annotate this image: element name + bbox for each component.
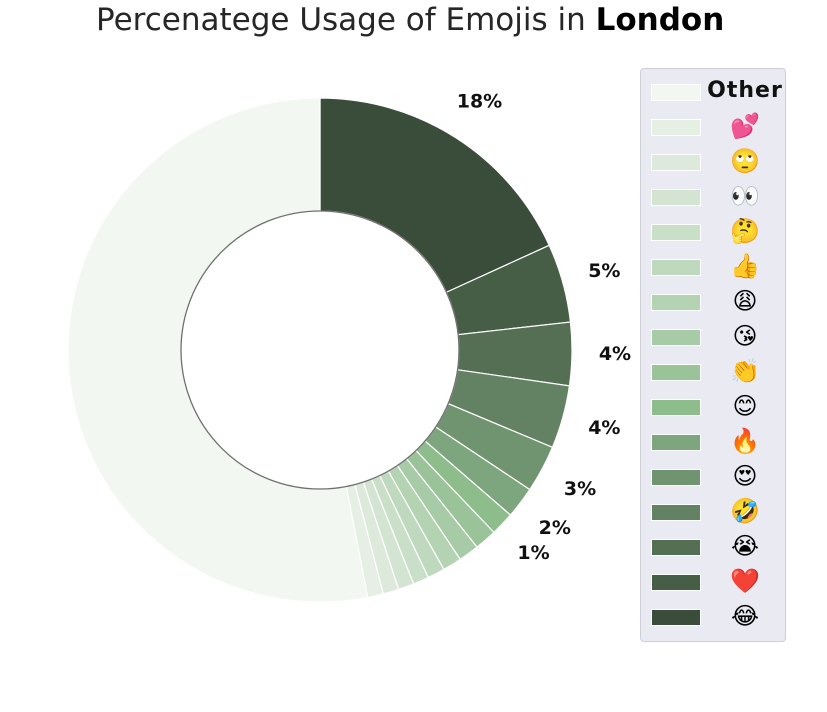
chart-title-city: London — [595, 2, 725, 38]
legend-label: 😘 — [732, 322, 758, 350]
legend-label: 😍 — [732, 462, 758, 490]
legend-swatch — [651, 609, 701, 626]
slice-pct-label-4: 3% — [564, 478, 596, 500]
chart-legend: Other 💕 🙄 👀 🤔 👍 😩 😘 👏 😊 🔥 😍 🤣 😭 ❤️ 😂 — [640, 68, 786, 642]
legend-label: 🙄 — [730, 147, 760, 175]
legend-swatch — [651, 294, 701, 311]
legend-item: 😘 — [641, 319, 785, 353]
legend-item: 😭 — [641, 529, 785, 563]
donut-hole — [180, 210, 460, 490]
legend-swatch — [651, 364, 701, 381]
legend-swatch — [651, 434, 701, 451]
legend-item: 😍 — [641, 459, 785, 493]
legend-swatch — [651, 84, 701, 101]
legend-label: 😊 — [732, 392, 758, 420]
slice-pct-label-1: 5% — [588, 260, 620, 282]
legend-swatch — [651, 189, 701, 206]
legend-item: 🤣 — [641, 494, 785, 528]
legend-label: 😩 — [732, 287, 758, 315]
legend-swatch — [651, 259, 701, 276]
legend-item: ❤️ — [641, 564, 785, 598]
slice-pct-label-2: 4% — [599, 343, 631, 365]
legend-swatch — [651, 574, 701, 591]
legend-label: 🤣 — [730, 497, 760, 525]
legend-item: 🤔 — [641, 214, 785, 248]
legend-item: 👍 — [641, 249, 785, 283]
legend-item: 💕 — [641, 109, 785, 143]
legend-label: 😂 — [730, 602, 760, 630]
legend-swatch — [651, 154, 701, 171]
legend-label: ❤️ — [730, 567, 760, 595]
legend-swatch — [651, 539, 701, 556]
legend-item: 😂 — [641, 599, 785, 633]
legend-label: Other — [707, 78, 783, 103]
legend-label: 😭 — [730, 532, 760, 560]
legend-label: 👀 — [730, 182, 760, 210]
legend-item: 😩 — [641, 284, 785, 318]
legend-label: 👍 — [730, 252, 760, 280]
legend-item: 😊 — [641, 389, 785, 423]
legend-item: 👀 — [641, 179, 785, 213]
legend-swatch — [651, 224, 701, 241]
legend-label: 🔥 — [730, 427, 760, 455]
chart-title: Percenatege Usage of Emojis in London — [96, 2, 724, 38]
legend-swatch — [651, 504, 701, 521]
legend-item: Other — [641, 74, 785, 108]
slice-pct-label-0: 18% — [457, 90, 502, 112]
legend-swatch — [651, 119, 701, 136]
legend-swatch — [651, 329, 701, 346]
chart-title-prefix: Percenatege Usage of Emojis in — [96, 2, 586, 38]
slice-pct-label-5: 2% — [539, 517, 571, 539]
legend-item: 👏 — [641, 354, 785, 388]
legend-swatch — [651, 469, 701, 486]
slice-pct-label-3: 4% — [588, 417, 620, 439]
legend-label: 🤔 — [730, 217, 760, 245]
legend-swatch — [651, 399, 701, 416]
slice-pct-label-6: 1% — [517, 542, 549, 564]
legend-item: 🙄 — [641, 144, 785, 178]
legend-label: 💕 — [730, 112, 760, 140]
legend-label: 👏 — [730, 357, 760, 385]
legend-item: 🔥 — [641, 424, 785, 458]
